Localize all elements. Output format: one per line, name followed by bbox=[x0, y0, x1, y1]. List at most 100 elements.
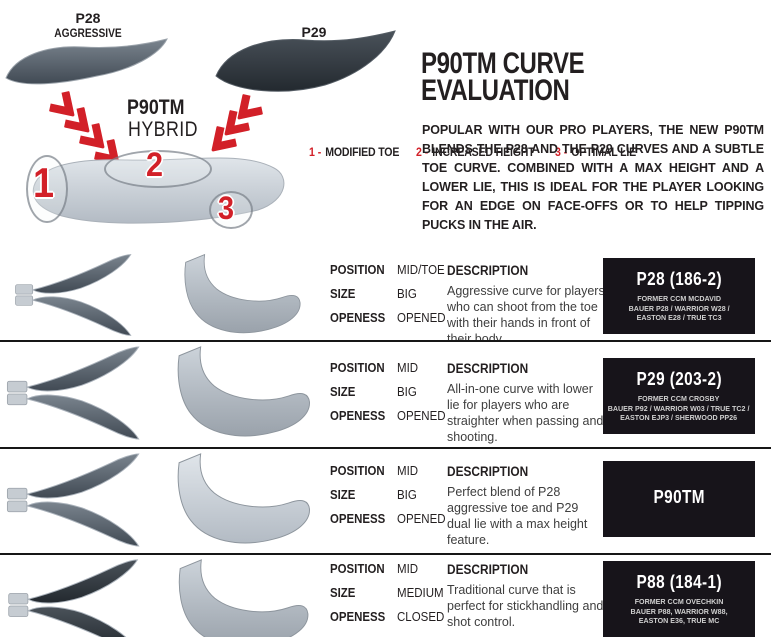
p28-blade-illustration bbox=[5, 38, 168, 85]
spec-position-label: POSITION bbox=[330, 262, 385, 277]
row-divider bbox=[0, 553, 771, 555]
diagram-legend: 1 - MODIFIED TOE 2 - INCREASED HEIGHT 3 … bbox=[309, 143, 647, 161]
curve-name: P88 (184-1) bbox=[636, 572, 722, 593]
former-line: BAUER P92 / WARRIOR W03 / TRUE TC2 / bbox=[608, 403, 750, 413]
spec-openess: OPENESS OPENED bbox=[330, 511, 450, 535]
spec-openess-label: OPENESS bbox=[330, 511, 386, 526]
p29-blade-illustration bbox=[215, 30, 396, 92]
former-names: FORMER CCM OVECHKIN BAUER P88, WARRIOR W… bbox=[630, 597, 727, 626]
blade-top-view-icon bbox=[8, 559, 139, 637]
spec-size-value: BIG bbox=[397, 385, 417, 399]
spec-openess-label: OPENESS bbox=[330, 408, 386, 423]
spec-list: POSITION MID SIZE MEDIUM OPENESS CLOSED bbox=[330, 561, 448, 633]
former-line: BAUER P28 / WARRIOR W28 / bbox=[628, 303, 730, 313]
former-line: EASTON E36, TRUE MC bbox=[638, 616, 720, 626]
p28-label: P28 bbox=[75, 10, 101, 26]
description-heading: DESCRIPTION bbox=[447, 562, 529, 577]
description-text: Perfect blend of P28 aggressive toe and … bbox=[447, 485, 588, 547]
hybrid-label-text: P90TM bbox=[127, 96, 185, 119]
page-title-line2: EVALUATION bbox=[421, 74, 625, 107]
blade-top-view-icon bbox=[15, 254, 132, 336]
former-line: BAUER P88, WARRIOR W88, bbox=[630, 606, 728, 616]
spec-position-label: POSITION bbox=[330, 360, 385, 375]
chevron-arrow-icon bbox=[79, 123, 105, 149]
page-title-line2-text: EVALUATION bbox=[421, 74, 570, 107]
chevron-arrow-icon bbox=[64, 107, 90, 133]
spec-openess: OPENESS CLOSED bbox=[330, 609, 448, 633]
row-divider bbox=[0, 340, 771, 342]
spec-size: SIZE BIG bbox=[330, 384, 450, 408]
spec-size-label: SIZE bbox=[330, 585, 356, 600]
blade-side-view-icon bbox=[178, 559, 309, 637]
legend-item: 2 - INCREASED HEIGHT bbox=[415, 143, 535, 159]
spec-openess-label: OPENESS bbox=[330, 310, 386, 325]
description-heading: DESCRIPTION bbox=[447, 361, 529, 376]
curve-row-p28: POSITION MID/TOE SIZE BIG OPENESS OPENED… bbox=[0, 250, 771, 340]
former-line: EASTON EJP3 / SHERWOOD PP26 bbox=[620, 413, 738, 423]
curve-badge-p88: P88 (184-1) FORMER CCM OVECHKIN BAUER P8… bbox=[603, 561, 755, 637]
legend-item: 3 - OPTIMAL LIE bbox=[555, 143, 636, 159]
curve-badge-p28: P28 (186-2) FORMER CCM MCDAVID BAUER P28… bbox=[603, 258, 755, 334]
hybrid-label: P90TM bbox=[127, 96, 195, 120]
curve-badge-p90tm: P90TM bbox=[603, 461, 755, 537]
former-line: EASTON E28 / TRUE TC3 bbox=[636, 313, 722, 323]
callout-ellipse-toe bbox=[26, 155, 68, 223]
blade-side-view-icon bbox=[184, 253, 301, 334]
chevron-arrow-icon bbox=[211, 126, 237, 152]
spec-size-value: MEDIUM bbox=[397, 586, 444, 600]
spec-openess-value: OPENED bbox=[397, 311, 446, 325]
description-text: Traditional curve that is perfect for st… bbox=[447, 583, 604, 629]
chevron-arrow-icon bbox=[224, 110, 250, 136]
spec-position: POSITION MID bbox=[330, 463, 450, 487]
spec-position-value: MID bbox=[397, 562, 419, 576]
legend-number: 1 - bbox=[309, 145, 322, 159]
spec-list: POSITION MID/TOE SIZE BIG OPENESS OPENED bbox=[330, 262, 450, 334]
curve-name: P29 (203-2) bbox=[636, 369, 722, 390]
callout-ellipse-lie bbox=[209, 191, 253, 229]
legend-label: OPTIMAL LIE bbox=[571, 145, 637, 159]
curve-badge-p29: P29 (203-2) FORMER CCM CROSBY BAUER P92 … bbox=[603, 358, 755, 434]
description-heading: DESCRIPTION bbox=[447, 263, 529, 278]
spec-position-value: MID/TOE bbox=[397, 263, 445, 277]
blade-top-view-icon bbox=[6, 346, 140, 440]
hybrid-sublabel-text: HYBRID bbox=[128, 118, 199, 141]
chevron-arrow-icon bbox=[49, 91, 75, 117]
p29-label: P29 bbox=[301, 24, 327, 40]
p28-sublabel: AGGRESSIVE bbox=[54, 26, 122, 40]
former-names: FORMER CCM CROSBY BAUER P92 / WARRIOR W0… bbox=[608, 394, 750, 423]
blade-side-view-icon bbox=[177, 453, 310, 544]
legend-label: MODIFIED TOE bbox=[325, 145, 400, 159]
spec-size-label: SIZE bbox=[330, 487, 356, 502]
legend-number: 2 - bbox=[415, 145, 429, 159]
spec-size-label: SIZE bbox=[330, 384, 356, 399]
callout-ellipse-height bbox=[104, 150, 212, 188]
intro-paragraph: POPULAR WITH OUR PRO PLAYERS, THE NEW P9… bbox=[422, 123, 764, 232]
spec-openess-label: OPENESS bbox=[330, 609, 386, 624]
marker-3: 3 bbox=[218, 190, 235, 226]
spec-size: SIZE BIG bbox=[330, 487, 450, 511]
spec-position-value: MID bbox=[397, 361, 419, 375]
spec-position-value: MID bbox=[397, 464, 419, 478]
hybrid-sublabel: HYBRID bbox=[128, 118, 210, 142]
marker-2: 2 bbox=[146, 146, 164, 184]
curve-row-p90tm: POSITION MID SIZE BIG OPENESS OPENED DES… bbox=[0, 449, 771, 553]
spec-openess-value: OPENED bbox=[397, 512, 446, 526]
spec-openess-value: OPENED bbox=[397, 409, 446, 423]
spec-openess: OPENESS OPENED bbox=[330, 310, 450, 334]
page-title-line1: P90TM CURVE bbox=[421, 47, 625, 80]
legend-number: 3 - bbox=[555, 145, 568, 159]
description-block: DESCRIPTION All-in-one curve with lower … bbox=[447, 360, 605, 445]
spec-position: POSITION MID bbox=[330, 360, 450, 384]
chevron-arrow-icon bbox=[237, 94, 263, 120]
page-title: P90TM CURVE EVALUATION bbox=[421, 47, 625, 107]
curve-row-p88: POSITION MID SIZE MEDIUM OPENESS CLOSED … bbox=[0, 555, 771, 637]
former-line: FORMER CCM CROSBY bbox=[638, 394, 720, 404]
curve-name: P28 (186-2) bbox=[636, 269, 722, 290]
description-block: DESCRIPTION Aggressive curve for players… bbox=[447, 262, 605, 340]
page-title-line1-text: P90TM CURVE bbox=[421, 47, 585, 80]
spec-openess-value: CLOSED bbox=[397, 610, 445, 624]
spec-size-value: BIG bbox=[397, 488, 417, 502]
former-line: FORMER CCM OVECHKIN bbox=[634, 597, 724, 607]
blade-top-view-icon bbox=[6, 453, 140, 547]
